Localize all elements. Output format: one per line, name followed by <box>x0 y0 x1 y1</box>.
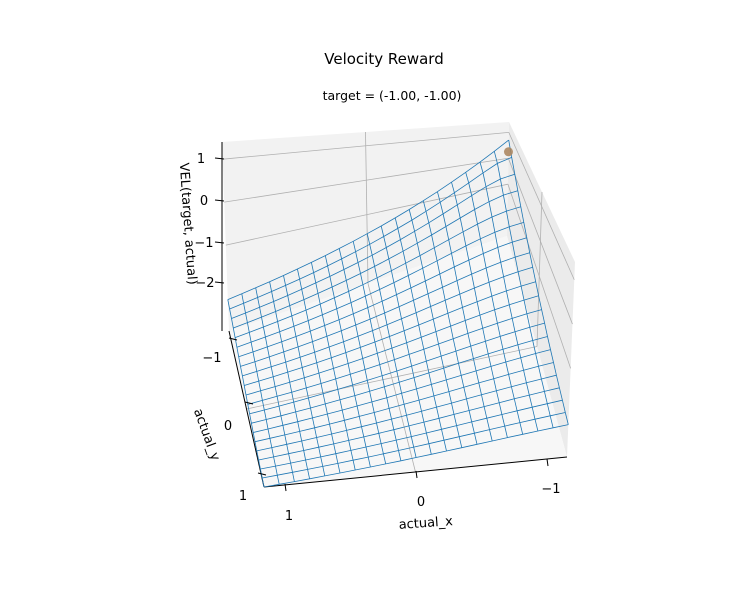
mesh-line-y <box>245 295 539 396</box>
chart-title: Velocity Reward <box>324 50 443 68</box>
z-tick-label: −2 <box>195 276 214 291</box>
mesh-line-y <box>253 349 551 433</box>
mesh-line-y <box>263 424 569 488</box>
tick-mark <box>214 157 225 160</box>
mesh-line-y <box>240 252 530 367</box>
axis-lines <box>221 142 568 488</box>
mesh-line-y <box>238 237 527 358</box>
mesh-line-y <box>254 362 554 443</box>
y-tick-label: 0 <box>224 419 232 434</box>
mesh-line-y <box>234 206 521 338</box>
right-pane <box>507 122 575 457</box>
tick-mark <box>546 458 549 467</box>
mesh-line-y <box>247 309 542 405</box>
tick-mark <box>415 470 418 479</box>
z-tick-label: −1 <box>194 236 213 251</box>
mesh-line-y <box>227 139 509 300</box>
z-axis-label: VEL(target, actual) <box>176 162 199 285</box>
y-axis-line <box>228 330 265 488</box>
y-tick-label: −1 <box>202 351 221 366</box>
target-point <box>503 147 513 157</box>
tick-mark <box>214 199 225 202</box>
surface-mesh <box>227 139 569 488</box>
x-tick-label: −1 <box>541 482 560 497</box>
x-tick-label: 0 <box>417 495 425 510</box>
tick-mark <box>244 401 254 405</box>
back-pane <box>222 122 509 331</box>
mesh-line-y <box>251 336 548 424</box>
x-axis-line <box>263 456 568 488</box>
mesh-line-y <box>262 412 566 479</box>
tick-mark <box>228 337 238 341</box>
mesh-line-y <box>244 281 536 386</box>
y-axis-label: actual_y <box>190 407 223 463</box>
tick-mark <box>257 472 267 476</box>
x-grid-line <box>365 131 369 284</box>
mesh-line-y <box>229 157 512 310</box>
mesh-line-y <box>236 222 524 348</box>
x-axis-label: actual_x <box>398 514 453 533</box>
mesh-line-y <box>256 374 557 452</box>
mesh-line-y <box>231 173 515 319</box>
tick-mark <box>214 241 225 244</box>
mesh-line-y <box>260 399 563 470</box>
z-tick-label: 0 <box>200 194 208 209</box>
mesh-line-y <box>258 387 560 461</box>
tick-mark <box>284 483 287 492</box>
chart-subtitle: target = (-1.00, -1.00) <box>323 88 462 103</box>
tick-mark <box>214 281 225 284</box>
y-tick-label: 1 <box>239 489 247 504</box>
tick-labels: 1 0 −1 −2 −1 0 1 1 0 −1 <box>194 152 560 524</box>
z-tick-label: 1 <box>197 152 205 167</box>
y-grid-line <box>536 191 543 347</box>
x-tick-label: 1 <box>285 509 293 524</box>
mesh-line-y <box>242 266 533 377</box>
mesh-line-y <box>249 322 545 415</box>
mesh-line-y <box>233 190 518 329</box>
